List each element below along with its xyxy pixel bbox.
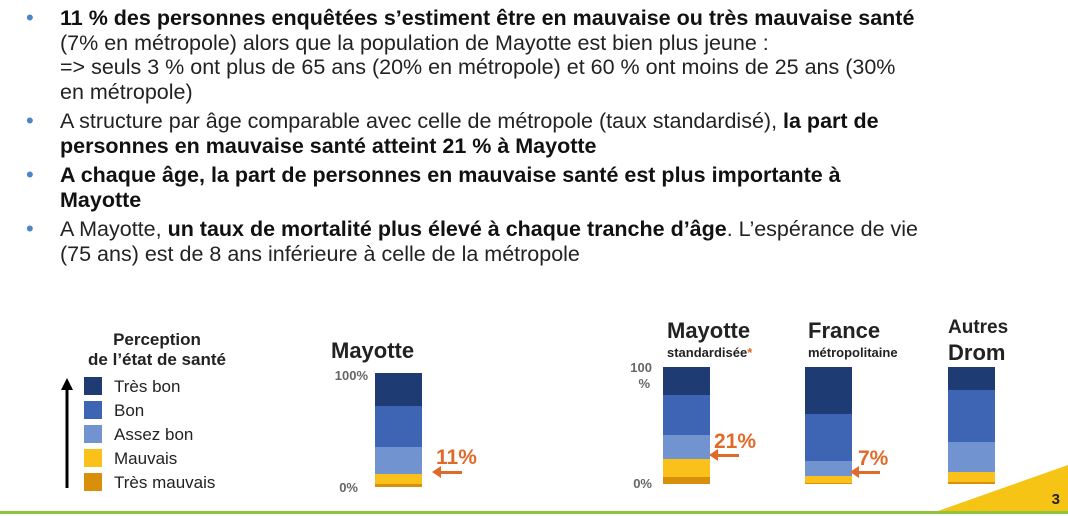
bullet-2-bold-line2: personnes en mauvaise santé atteint 21 %… [60, 133, 597, 158]
chart-title-mayotte: Mayotte [331, 338, 415, 363]
footer-line [0, 511, 1068, 514]
bar-segment-mauvais [948, 472, 995, 482]
legend-label: Bon [114, 401, 145, 420]
bar-segment-bon [805, 413, 852, 461]
chart-title-drom-line2: Drom [948, 340, 1006, 365]
axis-top-label: 100% [334, 368, 368, 383]
bar-segment-assez-bon [663, 434, 710, 460]
bullet-2-text: A structure par âge comparable avec cell… [60, 109, 784, 133]
arrow-left-icon [709, 449, 739, 461]
annotation-7: 7% [858, 447, 889, 470]
legend-label: Très bon [114, 377, 181, 396]
bar-mayotte-std [663, 367, 710, 484]
axis-bottom-label: 0% [339, 480, 358, 495]
bar-segment-mauvais [805, 475, 852, 483]
bar-segment-assez-bon [375, 447, 422, 475]
bar-segment-bon [375, 406, 422, 448]
page-number: 3 [1051, 491, 1060, 508]
arrow-left-icon [432, 466, 462, 478]
legend-swatch [84, 473, 102, 491]
legend-label: Mauvais [114, 449, 178, 468]
bar-segment-très-mauvais [375, 483, 422, 487]
legend-swatch [84, 425, 102, 443]
axis-top-label-2: % [638, 376, 650, 391]
bar-segment-mauvais [663, 459, 710, 477]
bullet-1-bold: 11 % des personnes enquêtées s’estiment … [60, 6, 915, 30]
bullet-4-text: A Mayotte, [60, 217, 168, 241]
legend-title: Perception de l’état de santé [62, 330, 252, 370]
axis-bottom-label-std: 0% [633, 476, 652, 491]
annotation-21: 21% [714, 430, 757, 453]
bullet-1: 11 % des personnes enquêtées s’estiment … [26, 6, 1052, 104]
bar-france [805, 367, 852, 484]
chart-subtitle-france: métropolitaine [808, 345, 898, 360]
bar-segment-très-mauvais [948, 481, 995, 484]
legend-label: Assez bon [114, 425, 194, 444]
bullet-3: A chaque âge, la part de personnes en ma… [26, 163, 1052, 212]
arrow-left-icon [850, 466, 880, 478]
legend-label: Très mauvais [114, 473, 216, 492]
bar-segment-très-bon [375, 373, 422, 407]
bar-segment-très-bon [948, 367, 995, 391]
chart-subtitle-std: standardisée* [667, 345, 752, 360]
corner-decoration [938, 465, 1068, 511]
bar-segment-très-mauvais [805, 482, 852, 484]
legend-swatch [84, 401, 102, 419]
bullet-2-bold: la part de [783, 109, 879, 133]
bar-drom [948, 367, 995, 484]
bullet-1-line2: (7% en métropole) alors que la populatio… [60, 30, 769, 55]
bar-segment-très-mauvais [663, 476, 710, 484]
bullet-4-line2: (75 ans) est de 8 ans inférieure à celle… [60, 241, 580, 266]
bullet-2: A structure par âge comparable avec cell… [26, 109, 1052, 158]
legend-swatch [84, 377, 102, 395]
chart-title-mayotte-std: Mayotte [667, 318, 751, 343]
bar-segment-assez-bon [948, 441, 995, 473]
subtitle-std-text: standardisée [667, 345, 748, 360]
bar-mayotte [375, 373, 422, 487]
chart-title-drom-line1: Autres [948, 317, 1009, 338]
bullet-4-bold: un taux de mortalité plus élevé à chaque… [167, 217, 727, 241]
bar-segment-très-bon [663, 367, 710, 396]
chart-title-france: France [808, 318, 881, 343]
bullet-1-line4: en métropole) [60, 79, 193, 104]
legend-title-line2: de l’état de santé [88, 350, 226, 369]
bar-segment-mauvais [375, 474, 422, 484]
bullet-1-line3: => seuls 3 % ont plus de 65 ans (20% en … [60, 55, 896, 79]
bar-segment-très-bon [805, 367, 852, 414]
legend-swatch [84, 449, 102, 467]
subtitle-star: * [747, 345, 753, 360]
bar-segment-bon [663, 395, 710, 435]
legend-title-line1: Perception [113, 330, 201, 349]
bullet-3-bold: A chaque âge, la part de personnes en ma… [60, 163, 841, 187]
up-arrow-icon [61, 378, 73, 488]
annotation-11: 11% [436, 446, 477, 469]
bullet-4: A Mayotte, un taux de mortalité plus éle… [26, 217, 1052, 266]
bullet-list: 11 % des personnes enquêtées s’estiment … [26, 6, 1052, 271]
bar-segment-bon [948, 390, 995, 442]
bullet-4-text-end: . L’espérance de vie [726, 217, 918, 241]
bullet-3-bold-line2: Mayotte [60, 187, 142, 212]
bar-segment-assez-bon [805, 460, 852, 476]
axis-top-label-1: 100 [630, 360, 652, 375]
